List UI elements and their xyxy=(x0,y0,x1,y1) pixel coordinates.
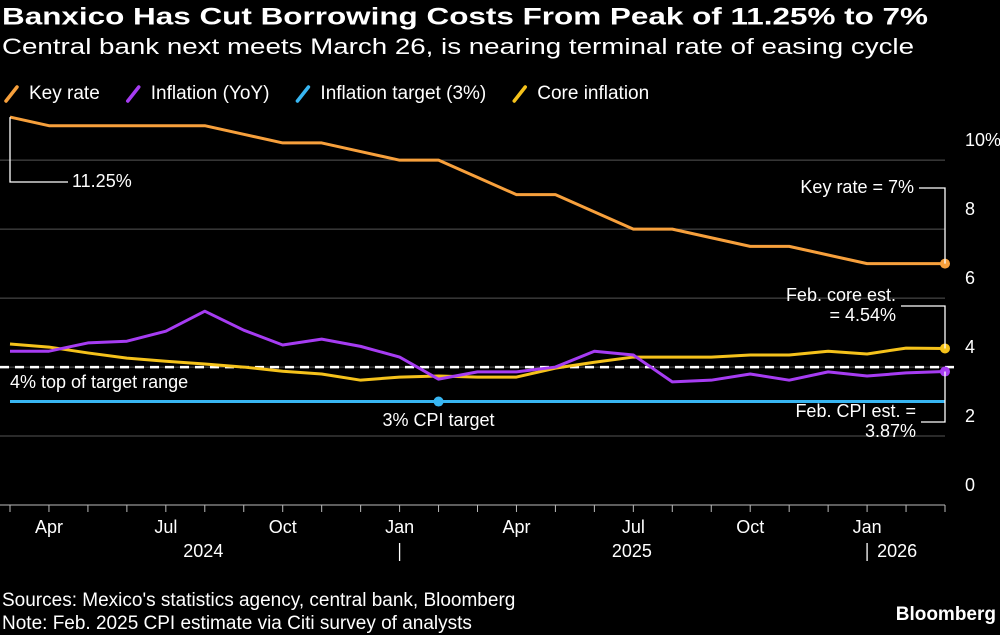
year-label: 2024 xyxy=(183,541,223,561)
annotation: Key rate = 7% xyxy=(800,177,914,197)
source: Sources: Mexico's statistics agency, cen… xyxy=(2,590,515,611)
connector xyxy=(919,187,946,264)
series-point xyxy=(433,396,444,407)
annotation: 3% CPI target xyxy=(383,410,495,430)
legend-label: Inflation target (3%) xyxy=(320,83,486,104)
brand: Bloomberg xyxy=(896,604,996,625)
legend-label: Key rate xyxy=(29,83,100,104)
legend: Key rate Inflation (YoY) Inflation target … xyxy=(4,83,649,104)
x-tick-label: Apr xyxy=(502,517,530,537)
x-tick-label: Jan xyxy=(853,517,882,537)
y-tick-label: 0 xyxy=(965,475,975,495)
series-line xyxy=(10,309,946,384)
legend-swatch xyxy=(512,85,527,103)
year-label: 2026 xyxy=(877,541,917,561)
y-tick-label: 6 xyxy=(965,268,975,288)
x-tick-label: Jan xyxy=(385,517,414,537)
x-tick-label: Oct xyxy=(736,517,764,537)
chart-subtitle: Central bank next meets March 26, is nea… xyxy=(2,34,914,59)
legend-label: Core inflation xyxy=(537,83,649,104)
series-line xyxy=(9,115,945,266)
y-tick-label: 8 xyxy=(965,199,975,219)
legend-swatch xyxy=(295,85,311,103)
y-tick-label: 10% xyxy=(965,130,1000,150)
y-tick-label: 4 xyxy=(965,337,975,357)
plot: 4% top of target range 11.25% Key rate = 7… xyxy=(0,115,955,441)
series-line xyxy=(9,342,946,382)
legend-swatch xyxy=(126,85,141,103)
legend-label: Inflation (YoY) xyxy=(151,83,270,104)
y-tick-label: 2 xyxy=(965,406,975,426)
annotation: Feb. CPI est. = xyxy=(795,401,916,421)
legend-swatch xyxy=(4,85,19,103)
annotation: = 4.54% xyxy=(829,305,896,325)
note: Note: Feb. 2025 CPI estimate via Citi su… xyxy=(2,613,472,634)
connector xyxy=(921,371,946,423)
year-label: 2025 xyxy=(612,541,652,561)
x-tick-label: Apr xyxy=(35,517,63,537)
chart-title: Banxico Has Cut Borrowing Costs From Pea… xyxy=(2,3,928,30)
x-tick-label: Jul xyxy=(622,517,645,537)
x-tick-label: Oct xyxy=(269,517,297,537)
connector xyxy=(9,117,68,183)
connector xyxy=(901,305,946,349)
annotation: 11.25% xyxy=(72,171,132,191)
grid: 0 2 4 6 8 10% Apr Jul Oct Jan Apr Jul Oct Jan 2024 2025… xyxy=(0,130,1000,561)
x-tick-label: Jul xyxy=(154,517,177,537)
annotation: Feb. core est. xyxy=(786,285,896,305)
reference-label: 4% top of target range xyxy=(10,372,188,392)
annotation: 3.87% xyxy=(865,421,916,441)
